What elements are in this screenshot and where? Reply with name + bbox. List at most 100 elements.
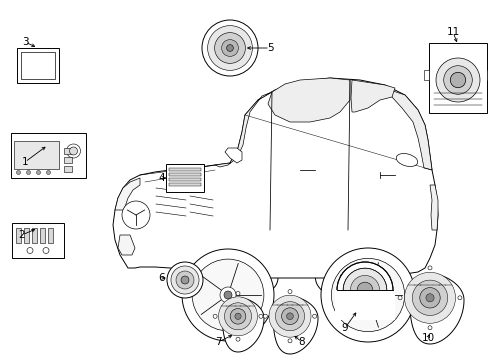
Bar bbox=[63, 166, 71, 171]
Bar bbox=[17, 48, 59, 82]
Circle shape bbox=[236, 292, 240, 296]
Circle shape bbox=[207, 26, 252, 71]
Circle shape bbox=[287, 289, 291, 293]
Polygon shape bbox=[215, 92, 271, 167]
Text: 2: 2 bbox=[19, 230, 25, 240]
Bar bbox=[428, 43, 486, 113]
Polygon shape bbox=[350, 80, 394, 112]
Circle shape bbox=[171, 266, 199, 294]
Circle shape bbox=[220, 287, 236, 303]
Text: 6: 6 bbox=[159, 273, 165, 283]
Circle shape bbox=[312, 314, 316, 318]
Text: 7: 7 bbox=[214, 337, 221, 347]
Circle shape bbox=[457, 296, 461, 300]
Circle shape bbox=[419, 288, 439, 308]
Circle shape bbox=[443, 66, 471, 94]
Circle shape bbox=[122, 201, 150, 229]
Ellipse shape bbox=[395, 154, 417, 166]
Circle shape bbox=[46, 171, 50, 175]
Text: 5: 5 bbox=[266, 43, 273, 53]
Bar bbox=[12, 222, 64, 257]
Polygon shape bbox=[267, 78, 349, 122]
Circle shape bbox=[359, 287, 375, 303]
Circle shape bbox=[236, 337, 240, 341]
Circle shape bbox=[181, 276, 188, 284]
Circle shape bbox=[176, 271, 194, 289]
Text: 4: 4 bbox=[159, 173, 165, 183]
Text: 11: 11 bbox=[446, 27, 459, 37]
Circle shape bbox=[258, 314, 263, 318]
Circle shape bbox=[331, 258, 404, 332]
Polygon shape bbox=[409, 274, 463, 344]
Circle shape bbox=[214, 33, 245, 63]
Bar bbox=[169, 183, 201, 186]
Circle shape bbox=[17, 171, 20, 175]
Circle shape bbox=[263, 314, 267, 318]
Circle shape bbox=[268, 295, 310, 337]
Text: 10: 10 bbox=[421, 333, 434, 343]
Circle shape bbox=[202, 20, 258, 76]
Circle shape bbox=[226, 45, 233, 51]
Polygon shape bbox=[118, 235, 135, 255]
Circle shape bbox=[397, 296, 401, 300]
Circle shape bbox=[363, 291, 371, 299]
Circle shape bbox=[404, 272, 454, 323]
Bar bbox=[48, 228, 53, 243]
Circle shape bbox=[182, 249, 273, 341]
Bar bbox=[63, 157, 71, 162]
Bar bbox=[169, 178, 201, 181]
Circle shape bbox=[224, 303, 251, 330]
Polygon shape bbox=[429, 185, 437, 230]
Polygon shape bbox=[115, 178, 140, 210]
Circle shape bbox=[234, 313, 241, 319]
Bar bbox=[10, 132, 85, 177]
Circle shape bbox=[167, 262, 203, 298]
Bar bbox=[32, 228, 37, 243]
Circle shape bbox=[411, 280, 447, 315]
Circle shape bbox=[281, 308, 298, 325]
Circle shape bbox=[336, 262, 392, 318]
Circle shape bbox=[343, 268, 386, 312]
Bar bbox=[40, 228, 45, 243]
Circle shape bbox=[213, 314, 217, 318]
Circle shape bbox=[427, 326, 431, 330]
Bar bbox=[486, 70, 488, 80]
Circle shape bbox=[69, 147, 77, 155]
Circle shape bbox=[286, 313, 293, 320]
Circle shape bbox=[230, 309, 245, 324]
Circle shape bbox=[320, 248, 414, 342]
Circle shape bbox=[66, 144, 81, 158]
Circle shape bbox=[356, 282, 372, 298]
Circle shape bbox=[27, 248, 33, 253]
Circle shape bbox=[43, 248, 49, 253]
Circle shape bbox=[435, 58, 479, 102]
Bar bbox=[14, 140, 59, 168]
Bar bbox=[16, 228, 21, 243]
Text: 9: 9 bbox=[341, 323, 347, 333]
Bar bbox=[63, 148, 71, 153]
Polygon shape bbox=[273, 296, 317, 354]
Circle shape bbox=[224, 291, 231, 299]
Text: 1: 1 bbox=[21, 157, 28, 167]
Bar bbox=[423, 70, 428, 80]
Polygon shape bbox=[222, 298, 264, 352]
Bar bbox=[169, 168, 201, 171]
Circle shape bbox=[425, 294, 433, 302]
Circle shape bbox=[37, 171, 41, 175]
Circle shape bbox=[221, 40, 238, 57]
Circle shape bbox=[218, 297, 257, 336]
Bar bbox=[169, 173, 201, 176]
Text: 3: 3 bbox=[21, 37, 28, 47]
Circle shape bbox=[449, 72, 465, 88]
Circle shape bbox=[26, 171, 30, 175]
Circle shape bbox=[192, 259, 264, 331]
Circle shape bbox=[350, 275, 379, 305]
Polygon shape bbox=[224, 148, 242, 163]
Bar bbox=[165, 164, 203, 192]
Polygon shape bbox=[113, 78, 437, 278]
Bar bbox=[21, 51, 55, 78]
Text: 8: 8 bbox=[298, 337, 305, 347]
Circle shape bbox=[287, 339, 291, 343]
Circle shape bbox=[427, 266, 431, 270]
Circle shape bbox=[275, 302, 304, 331]
